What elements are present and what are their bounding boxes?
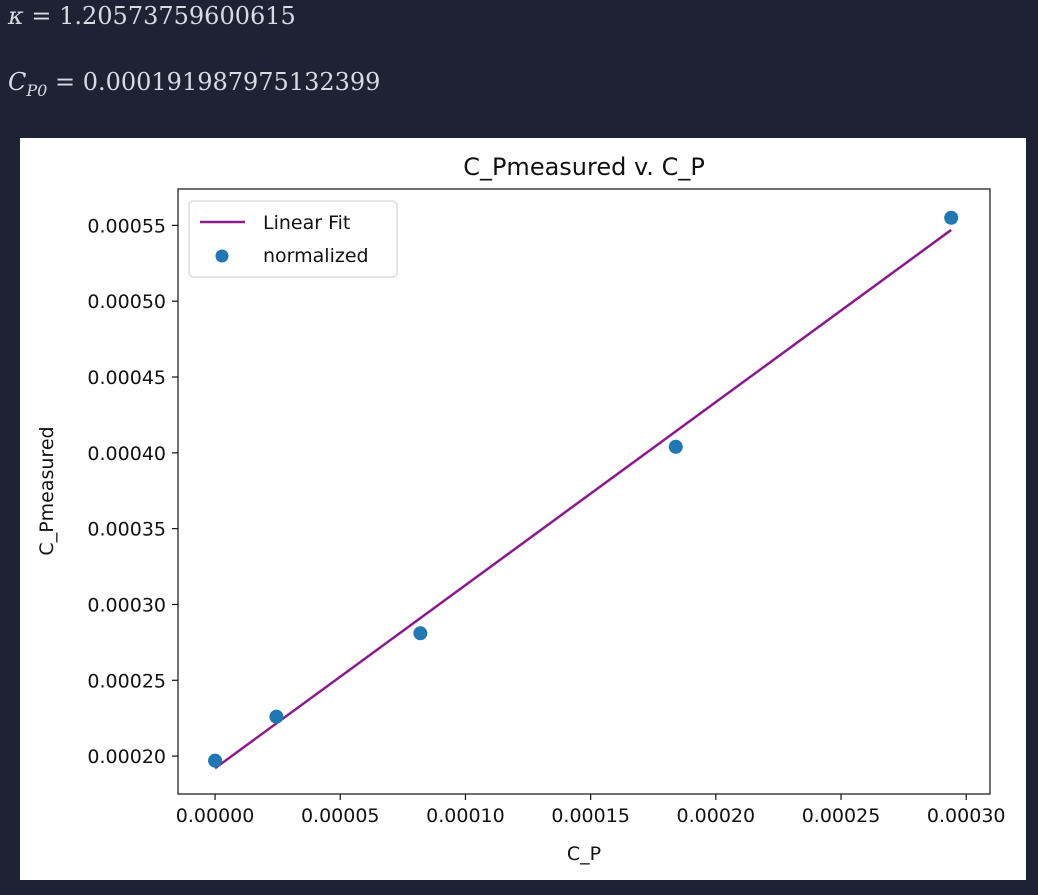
y-tick-label: 0.00020 xyxy=(87,746,166,768)
linear-fit-line xyxy=(214,228,952,770)
chart-title: C_Pmeasured v. C_P xyxy=(463,153,705,181)
plot-output: C_Pmeasured v. C_P 0.00000 0.00005 0.00010… xyxy=(20,138,1026,880)
x-tick-label: 0.00005 xyxy=(301,805,380,827)
y-tick-label: 0.00045 xyxy=(87,367,166,389)
y-tick-label: 0.00030 xyxy=(87,594,166,616)
data-point xyxy=(413,626,428,641)
x-tick-label: 0.00015 xyxy=(551,805,630,827)
cp0-subscript: P0 xyxy=(26,80,48,100)
data-point xyxy=(269,709,284,724)
x-tick-label: 0.00000 xyxy=(176,805,255,827)
x-axis-label: C_P xyxy=(567,843,601,865)
kappa-equation: κ = 1.20573759600615 xyxy=(8,2,296,30)
legend-label-normalized: normalized xyxy=(263,245,369,267)
y-tick-label: 0.00025 xyxy=(87,670,166,692)
legend: Linear Fit normalized xyxy=(188,200,398,278)
cp0-value: = 0.000191987975132399 xyxy=(47,68,381,96)
kappa-symbol: κ xyxy=(8,2,24,30)
y-tick-label: 0.00035 xyxy=(87,519,166,541)
cp0-equation: CP0 = 0.000191987975132399 xyxy=(8,68,380,100)
x-tick-label: 0.00010 xyxy=(426,805,505,827)
data-point xyxy=(944,210,959,225)
y-tick-label: 0.00055 xyxy=(87,215,166,237)
y-tick-label: 0.00050 xyxy=(87,291,166,313)
legend-box xyxy=(188,200,398,278)
data-point xyxy=(668,439,683,454)
axis-ticks: 0.00000 0.00005 0.00010 0.00015 0.00020 0.000… xyxy=(87,215,1005,827)
scatter-chart: C_Pmeasured v. C_P 0.00000 0.00005 0.00010… xyxy=(36,153,1006,865)
x-tick-label: 0.00025 xyxy=(802,805,881,827)
plot-marks xyxy=(208,210,959,770)
y-axis-label: C_Pmeasured xyxy=(36,426,58,555)
cp0-symbol: C xyxy=(8,68,27,96)
y-tick-label: 0.00040 xyxy=(87,443,166,465)
plot-frame xyxy=(177,188,991,795)
legend-label-fit: Linear Fit xyxy=(263,212,350,234)
x-tick-label: 0.00030 xyxy=(927,805,1006,827)
x-tick-label: 0.00020 xyxy=(677,805,756,827)
legend-point-swatch xyxy=(215,249,229,263)
kappa-value: = 1.20573759600615 xyxy=(23,2,296,30)
data-point xyxy=(208,753,223,768)
